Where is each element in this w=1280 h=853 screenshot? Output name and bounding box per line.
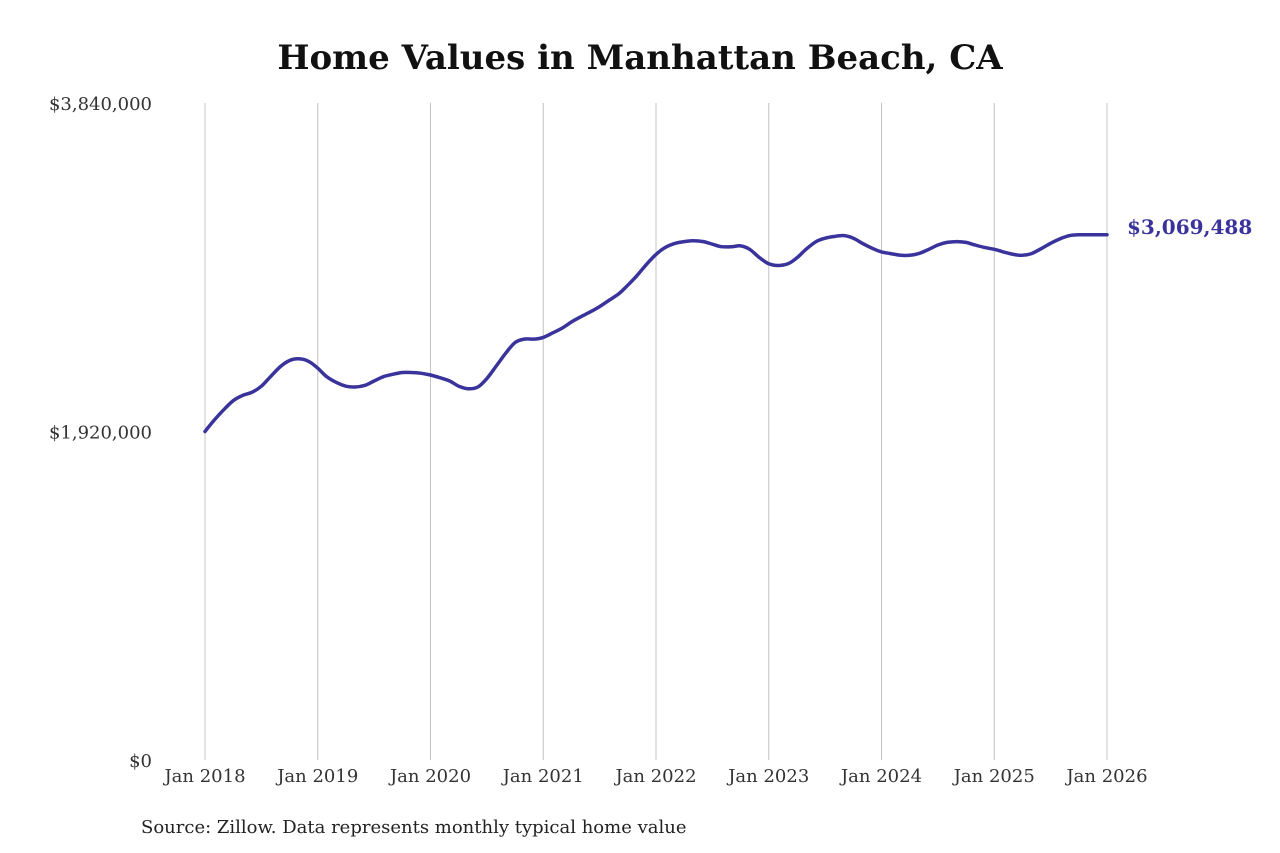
chart-title: Home Values in Manhattan Beach, CA xyxy=(277,38,1003,78)
x-tick-label: Jan 2022 xyxy=(613,766,696,787)
y-tick-label: $1,920,000 xyxy=(49,423,152,444)
x-axis-tick-labels: Jan 2018 Jan 2019 Jan 2020 Jan 2021 Jan 2022… xyxy=(162,766,1147,787)
x-tick-label: Jan 2021 xyxy=(501,766,584,787)
data-labels: $3,069,488 xyxy=(1127,215,1252,239)
y-axis-tick-labels: $0 $1,920,000 $3,840,000 xyxy=(49,94,152,772)
x-tick-label: Jan 2025 xyxy=(952,766,1035,787)
series-layer xyxy=(203,233,1109,434)
end-value-label: $3,069,488 xyxy=(1127,215,1252,239)
x-tick-label: Jan 2018 xyxy=(162,766,245,787)
grid-lines xyxy=(204,103,1108,760)
x-tick-label: Jan 2023 xyxy=(726,766,809,787)
y-tick-label: $0 xyxy=(129,751,152,772)
source-note: Source: Zillow. Data represents monthly … xyxy=(141,817,687,838)
x-tick-label: Jan 2019 xyxy=(275,766,358,787)
x-tick-label: Jan 2024 xyxy=(839,766,922,787)
x-tick-label: Jan 2026 xyxy=(1064,766,1147,787)
y-tick-label: $3,840,000 xyxy=(49,94,152,115)
x-tick-label: Jan 2020 xyxy=(388,766,471,787)
series-line-0 xyxy=(203,233,1109,434)
